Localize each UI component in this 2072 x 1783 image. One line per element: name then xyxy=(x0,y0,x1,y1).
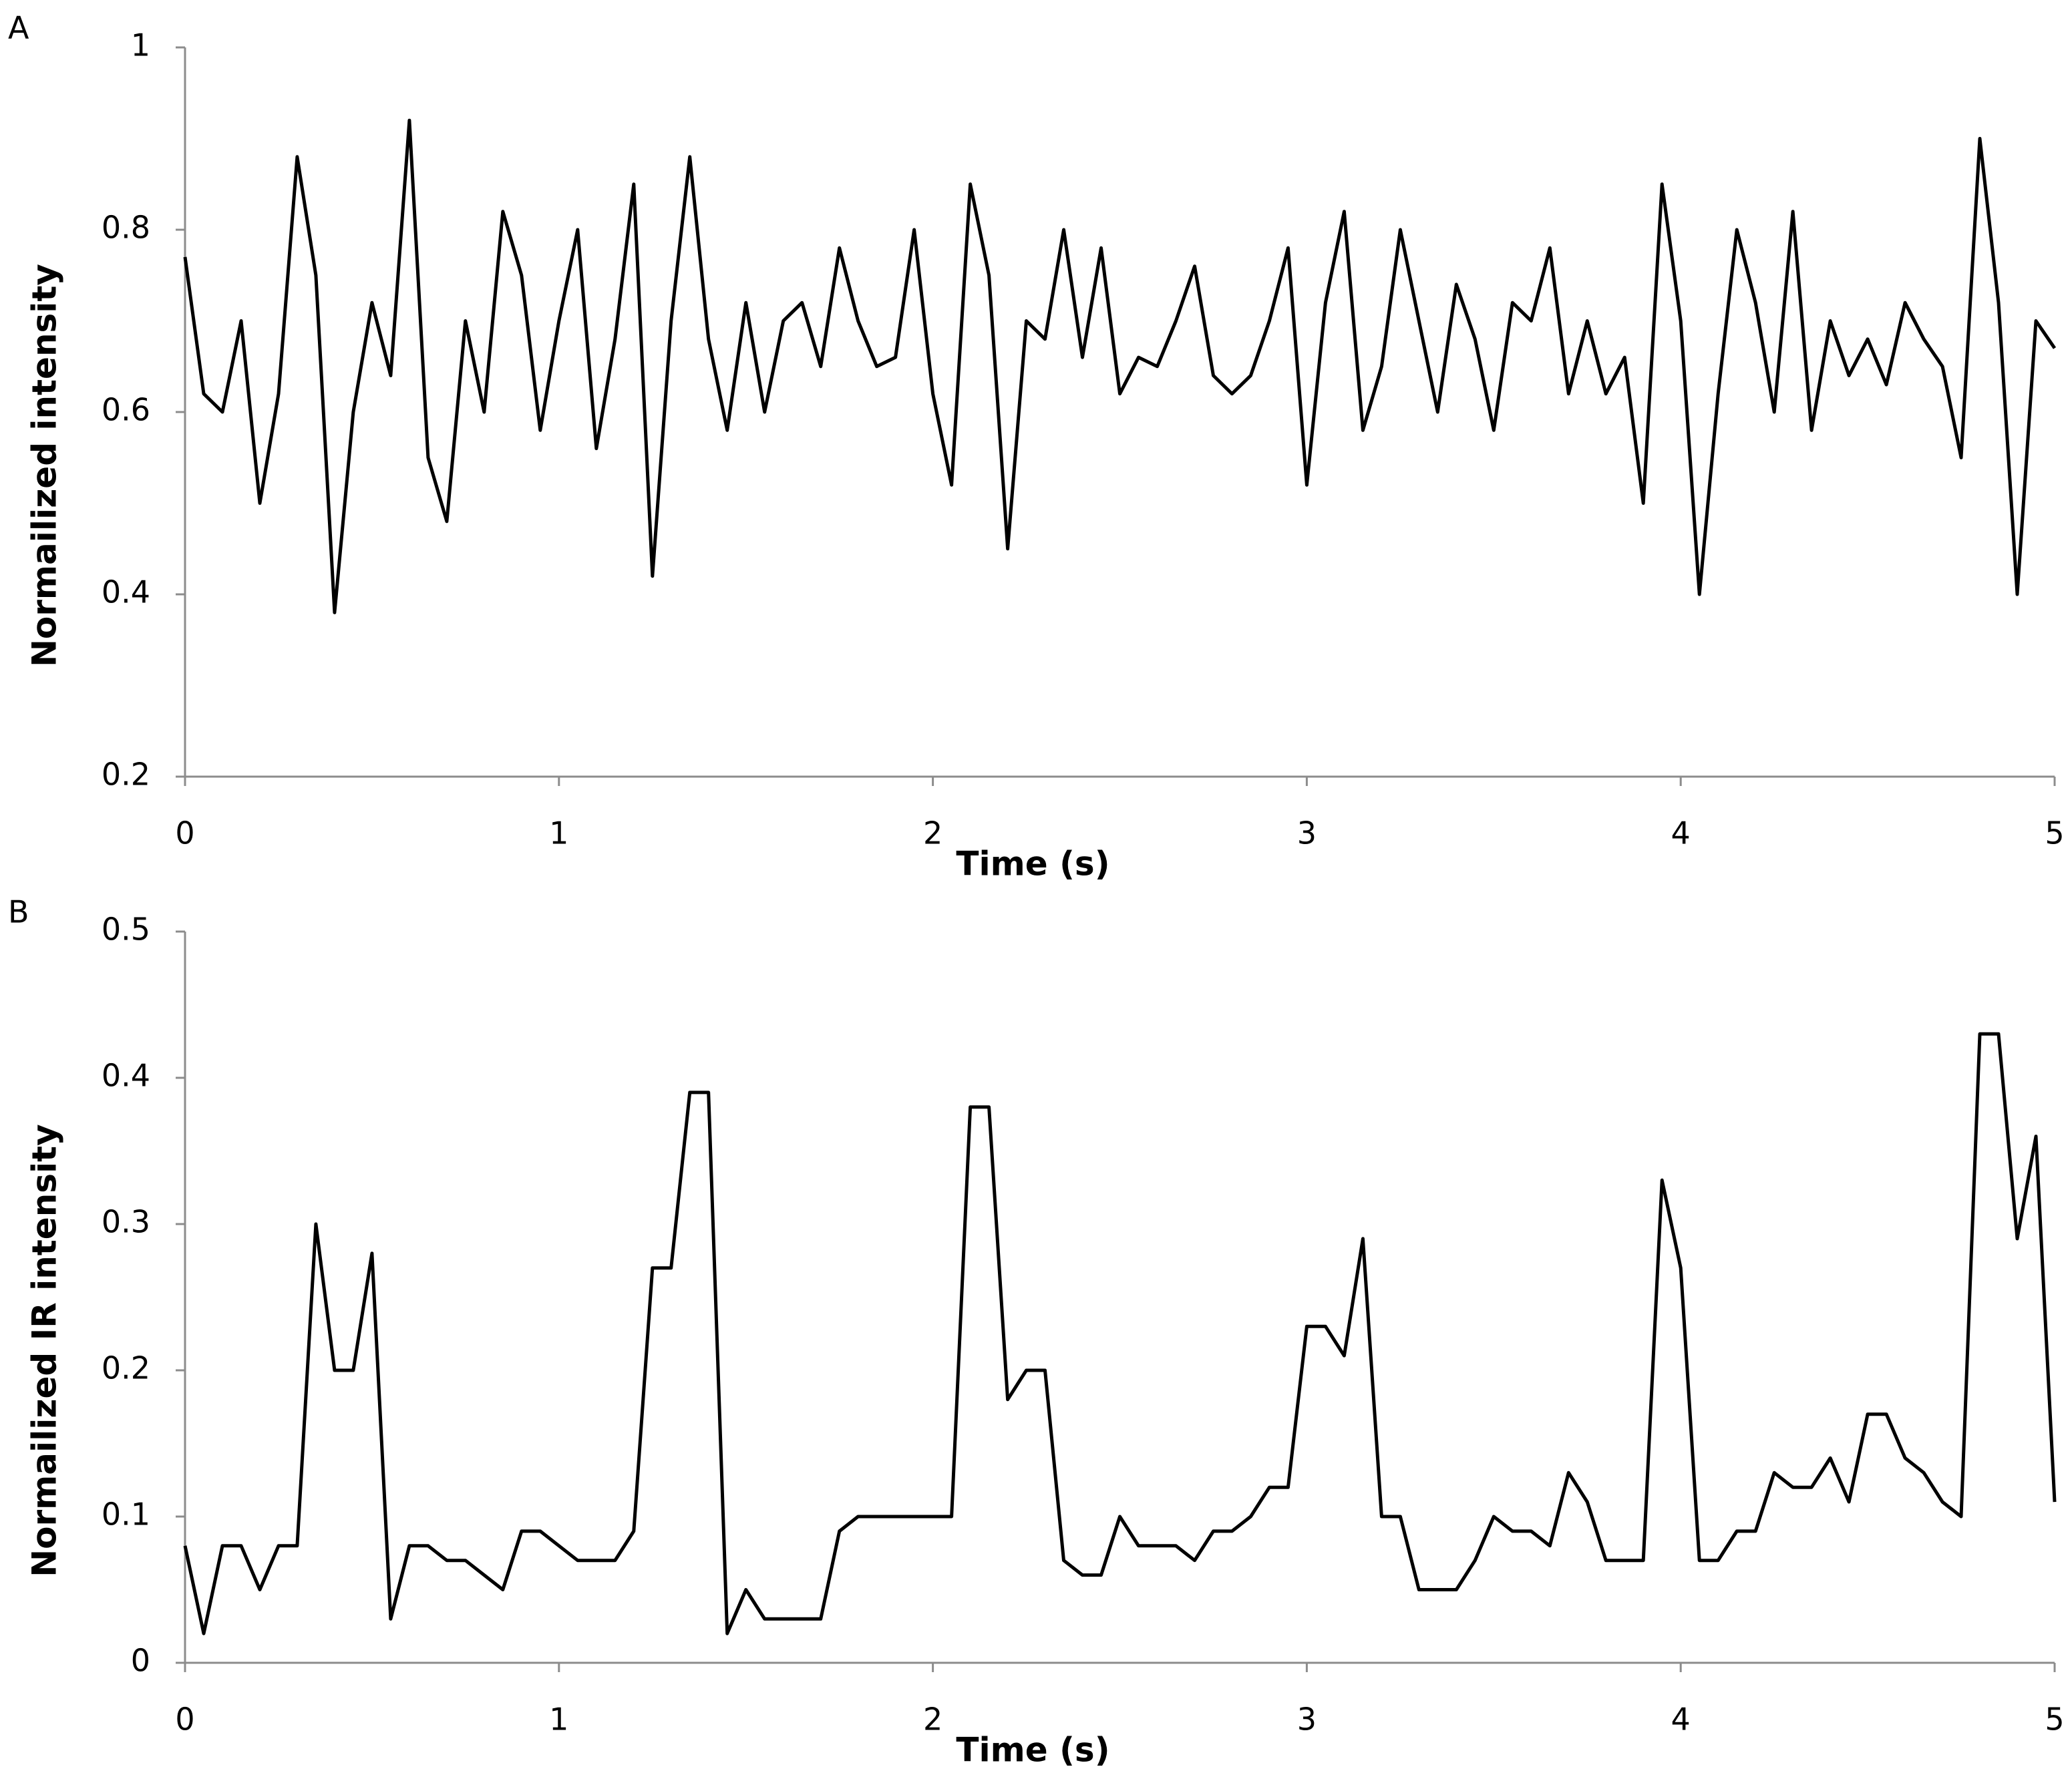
y-tick-label: 0.8 xyxy=(102,210,150,246)
y-tick-label: 0.4 xyxy=(102,1058,150,1094)
y-tick-label: 0.1 xyxy=(102,1497,150,1533)
y-tick-label: 0.4 xyxy=(102,574,150,610)
y-axis-title: Normailized intensity xyxy=(25,264,64,667)
x-tick-label: 5 xyxy=(2045,815,2064,851)
x-tick-label: 2 xyxy=(923,1702,942,1738)
y-tick-label: 1 xyxy=(131,27,150,63)
y-tick-label: 0.2 xyxy=(102,757,150,793)
data-line xyxy=(183,118,2057,614)
y-tick-label: 0.6 xyxy=(102,392,150,428)
y-tick-label: 0.3 xyxy=(102,1204,150,1240)
x-tick-label: 3 xyxy=(1297,1702,1317,1738)
x-tick-label: 0 xyxy=(175,815,194,851)
x-tick-label: 2 xyxy=(923,815,942,851)
x-tick-label: 0 xyxy=(175,1702,194,1738)
y-tick-label: 0.5 xyxy=(102,912,150,948)
x-tick-label: 1 xyxy=(549,1702,568,1738)
data-line xyxy=(183,1032,2057,1635)
x-tick-label: 1 xyxy=(549,815,568,851)
x-tick-label: 5 xyxy=(2045,1702,2064,1738)
y-tick-label: 0 xyxy=(131,1643,150,1679)
x-axis-title: Time (s) xyxy=(956,845,1109,883)
x-axis-title: Time (s) xyxy=(956,1731,1109,1770)
panel-label: B xyxy=(8,894,29,930)
y-tick-label: 0.2 xyxy=(102,1350,150,1386)
x-tick-label: 4 xyxy=(1671,1702,1691,1738)
y-axis-title: Normailized IR intensity xyxy=(25,1124,64,1577)
x-tick-label: 4 xyxy=(1671,815,1691,851)
panel-label: A xyxy=(8,10,29,46)
x-tick-label: 3 xyxy=(1297,815,1317,851)
